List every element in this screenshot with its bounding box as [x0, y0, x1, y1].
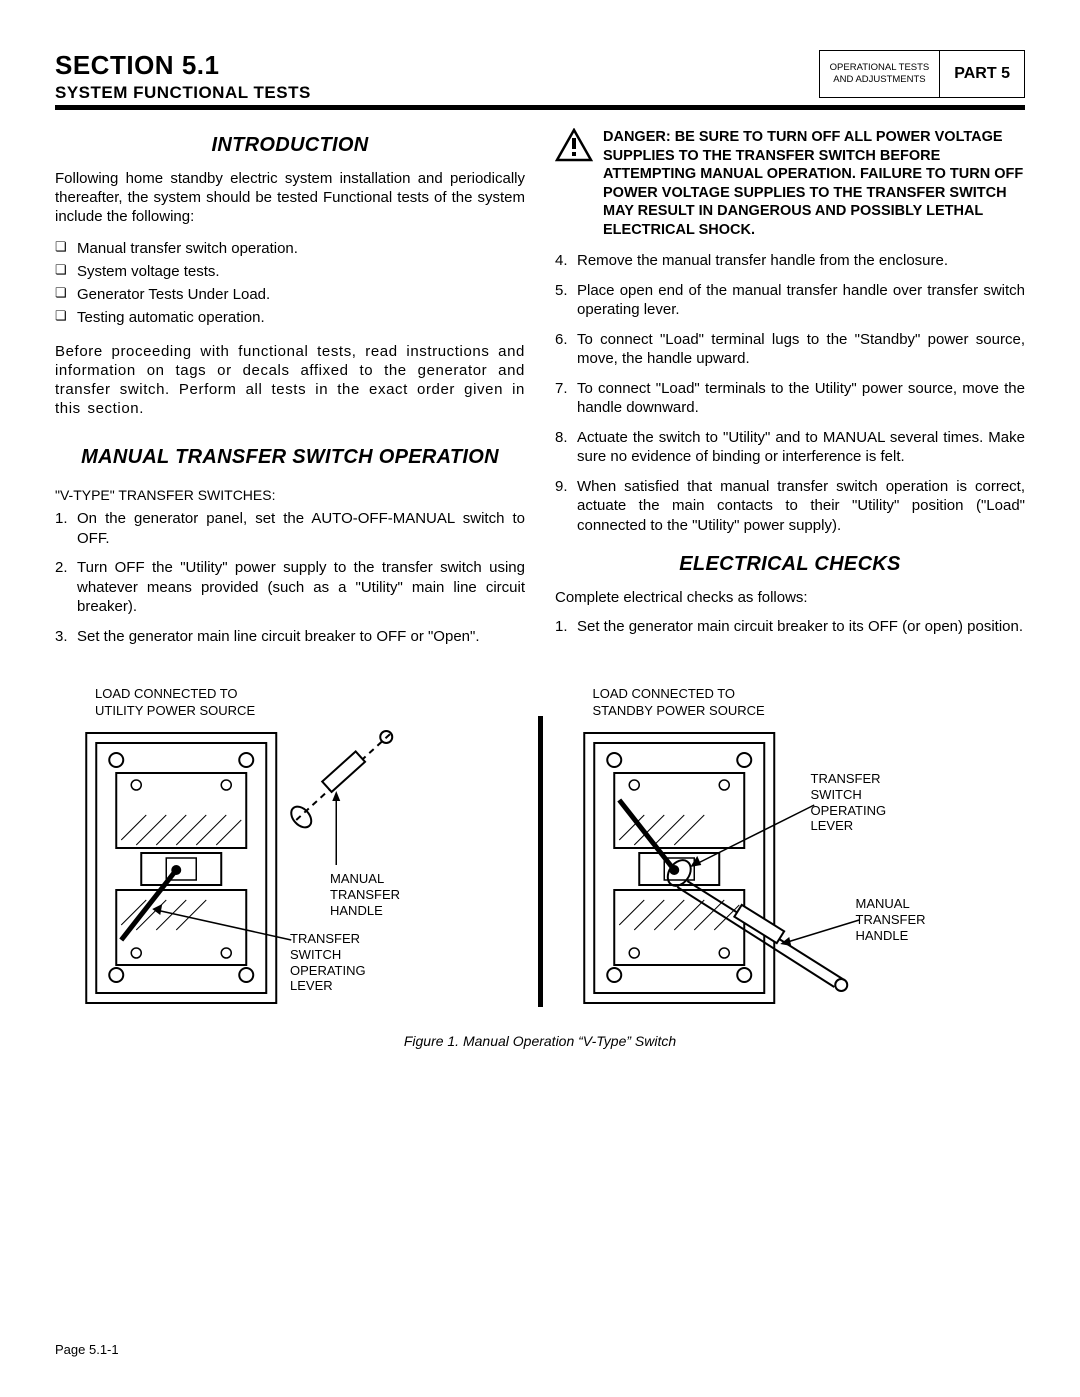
- step-item: When satisfied that manual transfer swit…: [555, 477, 1025, 536]
- step-item: Place open end of the manual transfer ha…: [555, 281, 1025, 320]
- part-number: 5: [1001, 65, 1010, 83]
- checklist-item: Testing automatic operation.: [55, 306, 525, 329]
- section-line: SECTION 5.1: [55, 50, 819, 81]
- section-number: 5.1: [182, 50, 220, 80]
- fig-label-handle-right: MANUALTRANSFERHANDLE: [856, 896, 926, 943]
- figure-1: LOAD CONNECTED TO UTILITY POWER SOURCE: [55, 686, 1025, 1015]
- fig-left-caption: LOAD CONNECTED TO UTILITY POWER SOURCE: [95, 686, 528, 719]
- step-item: Set the generator main circuit breaker t…: [555, 617, 1025, 637]
- checklist-item: System voltage tests.: [55, 260, 525, 283]
- header-box-part: PART 5: [940, 51, 1024, 97]
- warning-text: DANGER: BE SURE TO TURN OFF ALL POWER VO…: [603, 128, 1025, 239]
- checklist-item: Generator Tests Under Load.: [55, 283, 525, 306]
- figure-right: LOAD CONNECTED TO STANDBY POWER SOURCE: [553, 686, 1026, 1015]
- manual-steps-b: Remove the manual transfer handle from t…: [555, 251, 1025, 535]
- right-column: DANGER: BE SURE TO TURN OFF ALL POWER VO…: [555, 128, 1025, 656]
- step-item: Remove the manual transfer handle from t…: [555, 251, 1025, 271]
- figure-separator: [538, 716, 543, 1007]
- step-item: Set the generator main line circuit brea…: [55, 627, 525, 647]
- fig-label-lever-right: TRANSFERSWITCHOPERATINGLEVER: [811, 771, 887, 833]
- fig-left-caption-l2: UTILITY POWER SOURCE: [95, 703, 255, 718]
- header-box-line2: AND ADJUSTMENTS: [830, 74, 930, 86]
- section-subtitle: SYSTEM FUNCTIONAL TESTS: [55, 83, 819, 103]
- part-label: PART: [954, 65, 996, 83]
- figure-left: LOAD CONNECTED TO UTILITY POWER SOURCE: [55, 686, 528, 1015]
- step-item: Actuate the switch to "Utility" and to M…: [555, 428, 1025, 467]
- checklist-item: Manual transfer switch operation.: [55, 237, 525, 260]
- step-item: On the generator panel, set the AUTO-OFF…: [55, 509, 525, 548]
- fig-left-caption-l1: LOAD CONNECTED TO: [95, 686, 238, 701]
- step-item: To connect "Load" terminal lugs to the "…: [555, 330, 1025, 369]
- electrical-heading: ELECTRICAL CHECKS: [555, 553, 1025, 576]
- figure-caption: Figure 1. Manual Operation “V-Type” Swit…: [55, 1033, 1025, 1049]
- header-box-left: OPERATIONAL TESTS AND ADJUSTMENTS: [820, 51, 941, 97]
- switch-diagram-right: [553, 725, 1026, 1010]
- fig-label-lever-left: TRANSFERSWITCHOPERATINGLEVER: [290, 931, 366, 993]
- intro-para1: Following home standby electric system i…: [55, 169, 525, 227]
- intro-para2: Before proceeding with functional tests,…: [55, 342, 525, 419]
- warning-triangle-icon: [555, 128, 593, 239]
- header-right-box: OPERATIONAL TESTS AND ADJUSTMENTS PART 5: [819, 50, 1025, 98]
- manual-heading: MANUAL TRANSFER SWITCH OPERATION: [55, 446, 525, 469]
- warning-block: DANGER: BE SURE TO TURN OFF ALL POWER VO…: [555, 128, 1025, 239]
- intro-checklist: Manual transfer switch operation. System…: [55, 237, 525, 330]
- fig-label-handle-left: MANUALTRANSFERHANDLE: [330, 871, 400, 918]
- manual-steps-a: On the generator panel, set the AUTO-OFF…: [55, 509, 525, 646]
- electrical-steps: Set the generator main circuit breaker t…: [555, 617, 1025, 637]
- fig-right-caption-l1: LOAD CONNECTED TO: [593, 686, 736, 701]
- intro-heading: INTRODUCTION: [55, 134, 525, 157]
- section-label: SECTION: [55, 50, 174, 80]
- header-box-line1: OPERATIONAL TESTS: [830, 62, 930, 74]
- step-item: Turn OFF the "Utility" power supply to t…: [55, 558, 525, 617]
- header-left: SECTION 5.1 SYSTEM FUNCTIONAL TESTS: [55, 50, 819, 103]
- fig-right-caption-l2: STANDBY POWER SOURCE: [593, 703, 765, 718]
- manual-subhead: "V-TYPE" TRANSFER SWITCHES:: [55, 487, 525, 503]
- electrical-intro: Complete electrical checks as follows:: [555, 588, 1025, 607]
- page-header: SECTION 5.1 SYSTEM FUNCTIONAL TESTS OPER…: [55, 50, 1025, 110]
- step-item: To connect "Load" terminals to the Utili…: [555, 379, 1025, 418]
- page-number: Page 5.1-1: [55, 1342, 119, 1357]
- left-column: INTRODUCTION Following home standby elec…: [55, 128, 525, 656]
- content-columns: INTRODUCTION Following home standby elec…: [55, 128, 1025, 656]
- fig-right-caption: LOAD CONNECTED TO STANDBY POWER SOURCE: [593, 686, 1026, 719]
